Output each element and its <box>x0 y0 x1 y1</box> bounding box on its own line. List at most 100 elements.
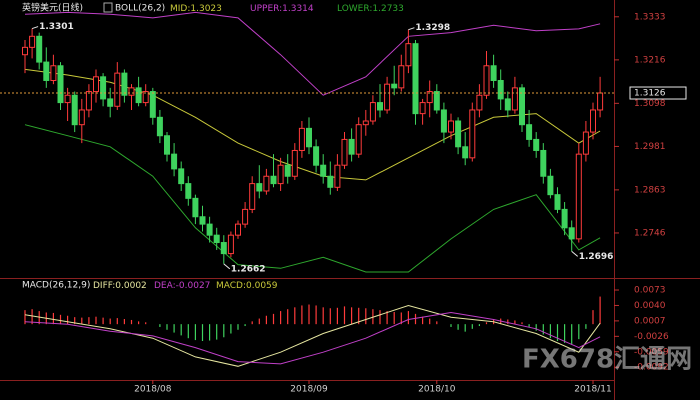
indicator-name: MACD: <box>216 281 246 291</box>
candle-body <box>256 183 263 192</box>
last-price-label: 1.3126 <box>634 89 666 99</box>
candle-body <box>220 242 227 255</box>
candle-body <box>554 194 561 210</box>
candle-body <box>277 164 284 185</box>
candle-body <box>235 223 241 236</box>
indicator-last: 1.3314 <box>282 4 314 14</box>
candle-body <box>206 223 213 236</box>
candle-body <box>71 94 78 126</box>
price-panel <box>0 11 614 273</box>
x-tick-label: 2018/11 <box>574 385 611 395</box>
overlay-name: BOLL(26,2) <box>115 4 165 14</box>
candle-body <box>348 138 355 155</box>
extreme-pointer <box>223 263 231 270</box>
x-tick-label: 2018/09 <box>290 385 328 395</box>
candle-body <box>440 109 447 133</box>
candle-body <box>334 164 341 188</box>
candle-body <box>526 124 533 140</box>
candle-body <box>149 91 156 118</box>
candle-body <box>327 175 334 188</box>
x-tick-label: 2018/10 <box>418 385 456 395</box>
macd-y-tick-label: 0.0040 <box>634 301 666 311</box>
macd-y-tick-label: -0.0092 <box>634 363 669 373</box>
candle-body <box>561 208 568 229</box>
indicator-name: UPPER: <box>250 4 282 14</box>
candle-body <box>547 175 554 196</box>
indicator-value: LOWER:1.2733 <box>337 4 404 14</box>
indicator-last: -0.0027 <box>176 281 211 291</box>
indicator-value: DIFF:0.0002 <box>93 281 147 291</box>
candle-body <box>93 76 99 93</box>
candle-body <box>448 120 454 133</box>
candle-body <box>433 91 440 111</box>
last-price-box <box>629 86 687 100</box>
macd-y-tick-label: 0.0007 <box>634 316 666 326</box>
candle-body <box>36 35 43 63</box>
indicator-last: 0.0059 <box>246 281 278 291</box>
candle-body <box>22 46 28 56</box>
candle-body <box>391 83 398 89</box>
candle-body <box>306 127 312 148</box>
candle-body <box>178 168 185 185</box>
candle-body <box>590 109 596 133</box>
candle-body <box>85 91 92 111</box>
candle-body <box>575 153 582 240</box>
indicator-value: MID:1.3023 <box>170 4 222 14</box>
indicator-last: 0.0002 <box>115 281 147 291</box>
candle-body <box>291 149 298 177</box>
candle-body <box>355 124 362 155</box>
candle-body <box>504 98 511 111</box>
boll-line <box>24 124 601 273</box>
y-tick-label: 1.2863 <box>634 185 666 195</box>
candle-body <box>199 216 206 225</box>
candle-body <box>263 175 270 192</box>
candle-body <box>476 94 483 111</box>
extreme-label: 1.3298 <box>415 23 450 33</box>
macd-y-tick-label: -0.0059 <box>634 347 669 357</box>
extreme-label: 1.3301 <box>39 22 74 32</box>
indicator-value: DEA:-0.0027 <box>154 281 210 291</box>
candle-body <box>540 149 547 177</box>
candle-body <box>497 79 504 100</box>
candle-body <box>341 138 348 166</box>
candle-body <box>511 87 518 111</box>
candle-body <box>78 109 85 126</box>
candle-body <box>284 164 291 177</box>
indicator-icon <box>103 2 113 13</box>
overlay-layer: 1.3333 1.3216 1.3098 1.2981 1.2863 1.2746 0.00… <box>31 4 687 395</box>
candle-body <box>369 102 376 122</box>
candle-body <box>313 146 320 166</box>
indicator-name: LOWER: <box>337 4 372 14</box>
candle-body <box>469 109 476 159</box>
watermark: FX678汇通网 <box>522 345 692 375</box>
candle-body <box>156 116 163 137</box>
candle-body <box>462 146 469 159</box>
macd-panel <box>24 296 601 367</box>
macd-name: MACD(26,12,9) <box>22 281 90 291</box>
extreme-pointer <box>31 26 39 30</box>
candle-body <box>29 35 36 48</box>
candle-body <box>426 91 433 104</box>
candle-body <box>171 153 178 170</box>
candle-body <box>114 72 121 107</box>
macd-y-tick-label: -0.0026 <box>634 332 669 342</box>
y-tick-label: 1.3333 <box>634 12 666 22</box>
candle-body <box>377 102 383 111</box>
candle-body <box>121 72 128 96</box>
chart-title: 英镑美元(日线) <box>22 2 83 14</box>
candle-body <box>50 65 57 81</box>
x-tick-label: 2018/08 <box>134 385 172 395</box>
indicator-value: MACD:0.0059 <box>216 281 278 291</box>
indicator-name: MID: <box>170 4 190 14</box>
candle-body <box>568 227 575 240</box>
candle-body <box>64 94 71 104</box>
candle-body <box>582 131 589 155</box>
candle-body <box>107 98 114 107</box>
candle-body <box>384 83 391 111</box>
candle-body <box>362 120 369 126</box>
indicator-value: UPPER:1.3314 <box>250 4 314 14</box>
boll-line <box>24 11 601 96</box>
candle-body <box>320 164 327 177</box>
indicator-last: 1.3023 <box>190 4 222 14</box>
